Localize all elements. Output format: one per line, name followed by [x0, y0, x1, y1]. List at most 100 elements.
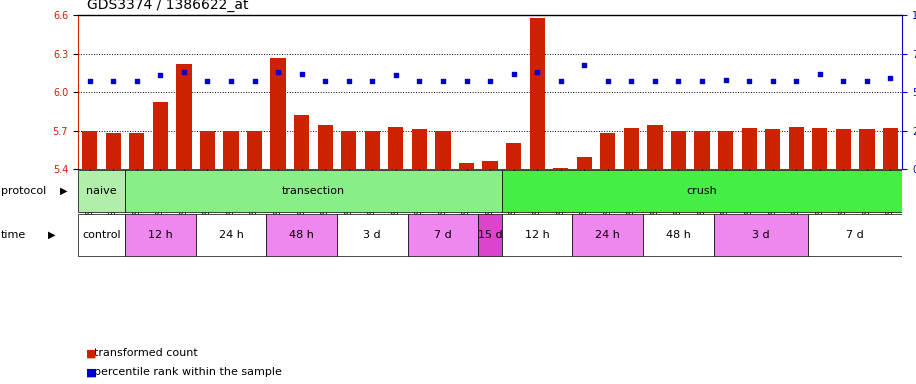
- Bar: [459, 162, 474, 169]
- Bar: [435, 131, 451, 169]
- Bar: [808, 214, 902, 257]
- Point: [859, 78, 874, 84]
- Bar: [129, 133, 145, 169]
- Point: [365, 78, 379, 84]
- Bar: [718, 131, 733, 169]
- Bar: [337, 214, 408, 257]
- Bar: [694, 131, 710, 169]
- Bar: [648, 126, 662, 169]
- Bar: [859, 129, 875, 169]
- Text: crush: crush: [687, 186, 717, 196]
- Text: 3 d: 3 d: [364, 230, 381, 240]
- Bar: [643, 214, 714, 257]
- Point: [200, 78, 214, 84]
- Point: [483, 78, 497, 84]
- Point: [82, 78, 97, 84]
- Text: transformed count: transformed count: [87, 348, 198, 358]
- Bar: [125, 170, 502, 212]
- Bar: [714, 214, 808, 257]
- Bar: [883, 128, 898, 169]
- Bar: [600, 133, 616, 169]
- Bar: [483, 161, 497, 169]
- Text: 24 h: 24 h: [219, 230, 244, 240]
- Text: 7 d: 7 d: [846, 230, 864, 240]
- Bar: [246, 131, 262, 169]
- Point: [129, 78, 144, 84]
- Point: [718, 77, 733, 83]
- Point: [177, 69, 191, 75]
- Text: time: time: [1, 230, 27, 240]
- Bar: [105, 133, 121, 169]
- Point: [836, 78, 851, 84]
- Bar: [408, 214, 478, 257]
- Bar: [835, 129, 851, 169]
- Bar: [671, 131, 686, 169]
- Bar: [125, 214, 196, 257]
- Bar: [529, 18, 545, 169]
- Bar: [270, 58, 286, 169]
- Bar: [502, 170, 902, 212]
- Text: percentile rank within the sample: percentile rank within the sample: [87, 367, 282, 377]
- Bar: [572, 214, 643, 257]
- Bar: [576, 157, 592, 169]
- Text: control: control: [82, 230, 121, 240]
- Point: [318, 78, 333, 84]
- Text: 3 d: 3 d: [752, 230, 769, 240]
- Bar: [478, 214, 502, 257]
- Text: ▶: ▶: [48, 230, 55, 240]
- Text: transection: transection: [282, 186, 345, 196]
- Point: [388, 72, 403, 78]
- Text: ▶: ▶: [60, 186, 67, 196]
- Bar: [267, 214, 337, 257]
- Point: [553, 78, 568, 84]
- Bar: [78, 214, 125, 257]
- Bar: [789, 127, 804, 169]
- Bar: [224, 131, 238, 169]
- Bar: [294, 115, 310, 169]
- Bar: [502, 214, 572, 257]
- Point: [294, 71, 309, 77]
- Bar: [411, 129, 427, 169]
- Bar: [341, 131, 356, 169]
- Point: [271, 69, 286, 75]
- Bar: [741, 128, 757, 169]
- Point: [648, 78, 662, 84]
- Point: [789, 78, 803, 84]
- Point: [153, 72, 168, 78]
- Text: 15 d: 15 d: [478, 230, 502, 240]
- Bar: [388, 127, 403, 169]
- Bar: [82, 131, 97, 169]
- Point: [766, 78, 780, 84]
- Bar: [553, 168, 568, 169]
- Text: 7 d: 7 d: [434, 230, 452, 240]
- Point: [812, 71, 827, 77]
- Bar: [78, 170, 125, 212]
- Point: [624, 78, 638, 84]
- Point: [529, 69, 544, 75]
- Point: [694, 78, 709, 84]
- Point: [577, 61, 592, 68]
- Bar: [506, 143, 521, 169]
- Point: [106, 78, 121, 84]
- Text: 12 h: 12 h: [147, 230, 173, 240]
- Text: 12 h: 12 h: [525, 230, 550, 240]
- Point: [507, 71, 521, 77]
- Point: [342, 78, 356, 84]
- Text: ■: ■: [86, 348, 96, 358]
- Text: 48 h: 48 h: [666, 230, 691, 240]
- Text: ■: ■: [86, 367, 96, 377]
- Point: [742, 78, 757, 84]
- Point: [412, 78, 427, 84]
- Bar: [200, 131, 215, 169]
- Bar: [318, 126, 333, 169]
- Text: 24 h: 24 h: [595, 230, 620, 240]
- Text: 48 h: 48 h: [289, 230, 314, 240]
- Point: [883, 75, 898, 81]
- Bar: [176, 64, 191, 169]
- Bar: [765, 129, 780, 169]
- Text: naive: naive: [86, 186, 116, 196]
- Text: protocol: protocol: [1, 186, 46, 196]
- Bar: [196, 214, 267, 257]
- Bar: [812, 128, 827, 169]
- Bar: [624, 128, 639, 169]
